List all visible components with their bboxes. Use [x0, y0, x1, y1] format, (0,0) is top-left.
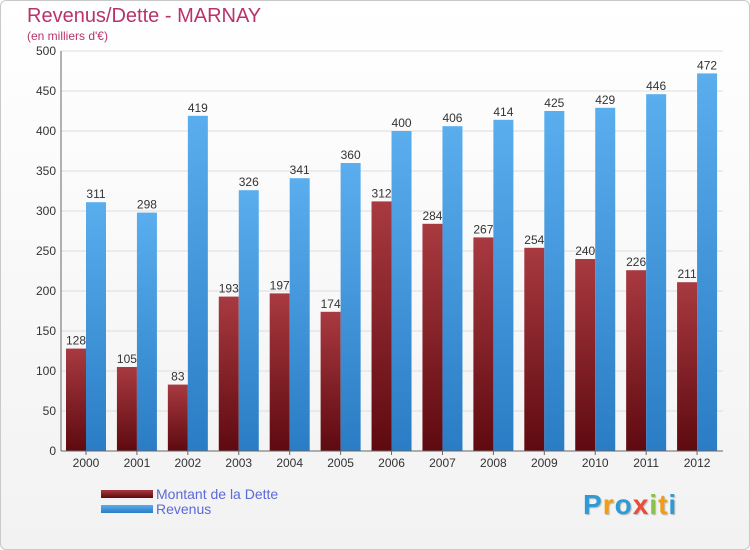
data-label-revenue: 400 — [392, 116, 412, 130]
bar-revenue — [340, 163, 361, 451]
data-label-debt: 128 — [66, 334, 86, 348]
bar-debt — [116, 367, 137, 451]
logo-letter: r — [602, 489, 615, 520]
data-label-debt: 226 — [626, 255, 646, 269]
bar-revenue — [289, 178, 310, 451]
data-label-revenue: 429 — [595, 93, 615, 107]
bar-debt — [575, 259, 596, 451]
bar-revenue — [544, 111, 565, 451]
bar-debt — [626, 270, 647, 451]
x-tick-label: 2011 — [633, 456, 659, 470]
bar-revenue — [493, 119, 514, 452]
logo-letter: x — [632, 489, 650, 520]
data-label-revenue: 414 — [493, 105, 513, 119]
x-tick-label: 2001 — [124, 456, 151, 470]
data-label-revenue: 311 — [86, 187, 105, 201]
y-tick-label: 250 — [36, 244, 56, 258]
y-tick-label: 200 — [36, 284, 56, 298]
x-tick-label: 2003 — [225, 456, 252, 470]
chart-title: Revenus/Dette - MARNAY — [27, 5, 262, 27]
bar-debt — [677, 282, 698, 451]
data-label-revenue: 360 — [341, 148, 361, 162]
logo-letter: i — [649, 489, 659, 520]
data-label-revenue: 419 — [188, 101, 208, 115]
data-label-revenue: 472 — [697, 58, 717, 72]
legend-label-revenue: Revenus — [156, 501, 212, 517]
x-tick-label: 2008 — [480, 456, 507, 470]
data-label-revenue: 341 — [290, 163, 310, 177]
data-label-debt: 83 — [171, 370, 185, 384]
data-label-debt: 254 — [524, 233, 544, 247]
bar-revenue — [646, 94, 667, 451]
bar-revenue — [187, 115, 208, 452]
bar-revenue — [697, 73, 718, 452]
x-tick-label: 2004 — [276, 456, 303, 470]
x-tick-label: 2005 — [327, 456, 354, 470]
proxiti-logo: Proxiti — [583, 489, 677, 521]
data-label-debt: 174 — [321, 297, 341, 311]
y-tick-label: 0 — [49, 444, 56, 458]
bar-revenue — [595, 107, 616, 452]
logo-letter: t — [658, 489, 669, 520]
logo-letter: i — [668, 489, 678, 520]
x-tick-label: 2009 — [531, 456, 558, 470]
logo-letter: P — [583, 489, 603, 520]
x-tick-label: 2007 — [429, 456, 456, 470]
data-label-revenue: 446 — [646, 79, 666, 93]
data-label-debt: 193 — [219, 282, 239, 296]
y-tick-label: 300 — [36, 204, 56, 218]
x-tick-label: 2000 — [73, 456, 100, 470]
bar-debt — [524, 247, 545, 451]
bar-revenue — [238, 190, 259, 451]
data-label-revenue: 406 — [442, 111, 462, 125]
data-label-debt: 197 — [270, 278, 290, 292]
bar-debt — [371, 201, 392, 451]
bar-revenue — [136, 212, 157, 451]
y-tick-label: 150 — [36, 324, 56, 338]
y-tick-label: 450 — [36, 84, 56, 98]
bar-revenue — [86, 202, 106, 451]
bar-debt — [218, 296, 239, 451]
x-tick-label: 2006 — [378, 456, 405, 470]
bar-debt — [320, 311, 341, 451]
bar-debt — [167, 384, 188, 451]
legend-swatch-revenue — [101, 505, 153, 513]
legend-label-debt: Montant de la Dette — [156, 486, 279, 502]
bar-revenue — [442, 126, 463, 451]
chart-subtitle: (en milliers d'€) — [27, 29, 108, 43]
bar-debt — [473, 237, 494, 451]
y-tick-label: 400 — [36, 124, 56, 138]
bar-debt — [269, 293, 290, 451]
y-tick-label: 50 — [43, 404, 57, 418]
data-label-debt: 240 — [575, 244, 595, 258]
y-tick-label: 100 — [36, 364, 56, 378]
data-label-revenue: 425 — [544, 96, 564, 110]
legend-swatch-debt — [101, 490, 153, 498]
x-tick-label: 2002 — [174, 456, 201, 470]
logo-letter: o — [614, 489, 633, 520]
x-tick-label: 2012 — [684, 456, 711, 470]
bar-revenue — [391, 131, 412, 451]
bar-debt — [66, 348, 86, 451]
y-tick-label: 350 — [36, 164, 56, 178]
data-label-debt: 211 — [678, 267, 697, 281]
data-label-revenue: 298 — [137, 198, 157, 212]
y-tick-label: 500 — [36, 44, 56, 58]
data-label-revenue: 326 — [239, 175, 259, 189]
data-label-debt: 312 — [372, 186, 392, 200]
data-label-debt: 267 — [473, 222, 493, 236]
data-label-debt: 284 — [422, 209, 442, 223]
bar-debt — [422, 223, 443, 451]
data-label-debt: 105 — [117, 352, 137, 366]
x-tick-label: 2010 — [582, 456, 609, 470]
